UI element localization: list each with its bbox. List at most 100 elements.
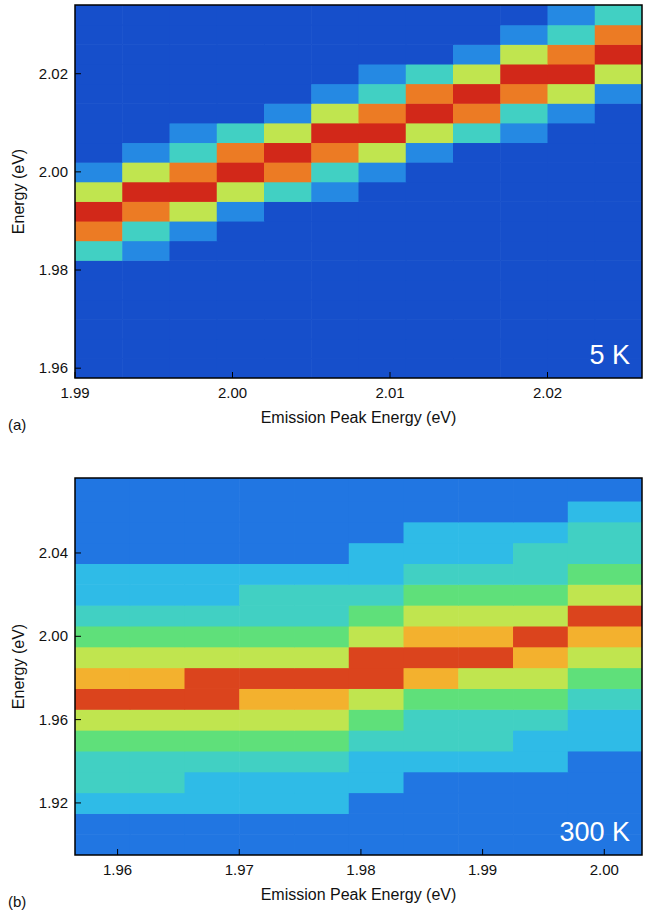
heatmap-cell [595,123,642,143]
heatmap-cell [264,339,312,359]
heatmap-cell [359,299,407,319]
heatmap-cell [453,299,501,319]
heatmap-cell [513,668,568,689]
heatmap-cell [130,688,185,709]
x-tick [232,372,233,378]
heatmap-cell [406,221,454,241]
heatmap-cell [404,813,459,834]
heatmap-cell [130,478,185,502]
heatmap-cell [568,478,642,502]
heatmap-cell [170,299,218,319]
heatmap-cell [548,84,596,104]
heatmap-cell [349,522,404,543]
heatmap-cell [75,64,123,84]
heatmap-cell [349,813,404,834]
heatmap-cell [75,182,123,202]
heatmap-cell [404,543,459,564]
heatmap-cell [311,280,359,300]
heatmap-cell [548,25,596,45]
x-axis-title: Emission Peak Energy (eV) [261,409,457,426]
heatmap-cell [359,142,407,162]
heatmap-cell [311,142,359,162]
heatmap-cell [406,103,454,123]
heatmap-cell [548,260,596,280]
x-tick [75,372,76,378]
heatmap-cell [130,543,185,564]
heatmap-cell [264,123,312,143]
heatmap-cell [75,688,130,709]
heatmap-cell [311,182,359,202]
heatmap-cell [264,319,312,339]
heatmap-cell [122,25,170,45]
heatmap-cell [359,64,407,84]
heatmap-cell [513,522,568,543]
heatmap-cell [458,772,513,793]
heatmap-cell [185,813,240,834]
heatmap-cell [185,647,240,668]
heatmap-cell [500,260,548,280]
heatmap-cell [311,339,359,359]
heatmap-cell [453,123,501,143]
heatmap-cell [122,5,170,25]
heatmap-cell [122,201,170,221]
heatmap-cell [294,709,349,730]
heatmap-cell [453,103,501,123]
heatmap-cell [217,84,265,104]
heatmap-cell [170,5,218,25]
panel-label: (a) [8,416,26,433]
heatmap-cell [359,358,407,378]
heatmap-cell [311,319,359,339]
heatmap-cell [217,5,265,25]
heatmap-cell [548,319,596,339]
y-tick [75,802,81,803]
y-tick-label: 1.92 [39,794,68,811]
heatmap-cell [406,44,454,64]
heatmap-cell [75,584,130,605]
heatmap-cell [500,339,548,359]
panel-1: 1.961.971.981.992.001.921.962.002.04Emis… [8,478,643,910]
heatmap-cell [406,162,454,182]
heatmap-cell [170,319,218,339]
heatmap-cell [185,709,240,730]
heatmap-cell [500,241,548,261]
heatmap-cell [75,123,123,143]
heatmap-cell [406,84,454,104]
heatmap-cell [548,162,596,182]
heatmap-cell [217,280,265,300]
heatmap-cell [453,5,501,25]
heatmap-cell [458,813,513,834]
heatmap-cell [548,142,596,162]
heatmap-cell [548,64,596,84]
heatmap-cell [359,319,407,339]
heatmap-cell [239,626,294,647]
heatmap-cell [122,260,170,280]
heatmap-cell [453,25,501,45]
heatmap-cell [239,772,294,793]
heatmap-cell [404,501,459,522]
heatmap-cell [217,241,265,261]
heatmap-cell [239,501,294,522]
heatmap-cell [217,64,265,84]
heatmap-cell [185,501,240,522]
heatmap-cell [185,584,240,605]
heatmap-cell [548,201,596,221]
heatmap-cell [513,793,568,814]
heatmap-cell [185,605,240,626]
heatmap-cell [404,626,459,647]
heatmap-cell [513,709,568,730]
heatmap-cell [404,522,459,543]
heatmap-cell [75,522,130,543]
heatmap-cell [311,84,359,104]
heatmap-cell [294,522,349,543]
heatmap-cell [349,772,404,793]
heatmap-cell [170,162,218,182]
heatmap-cell [294,688,349,709]
heatmap-cell [311,162,359,182]
heatmap-cell [217,162,265,182]
heatmap-cell [170,280,218,300]
heatmap-cell [75,730,130,751]
heatmap-cell [500,299,548,319]
heatmap-cell [458,751,513,772]
heatmap-cell [75,358,123,378]
y-axis-title: Energy (eV) [10,624,27,709]
